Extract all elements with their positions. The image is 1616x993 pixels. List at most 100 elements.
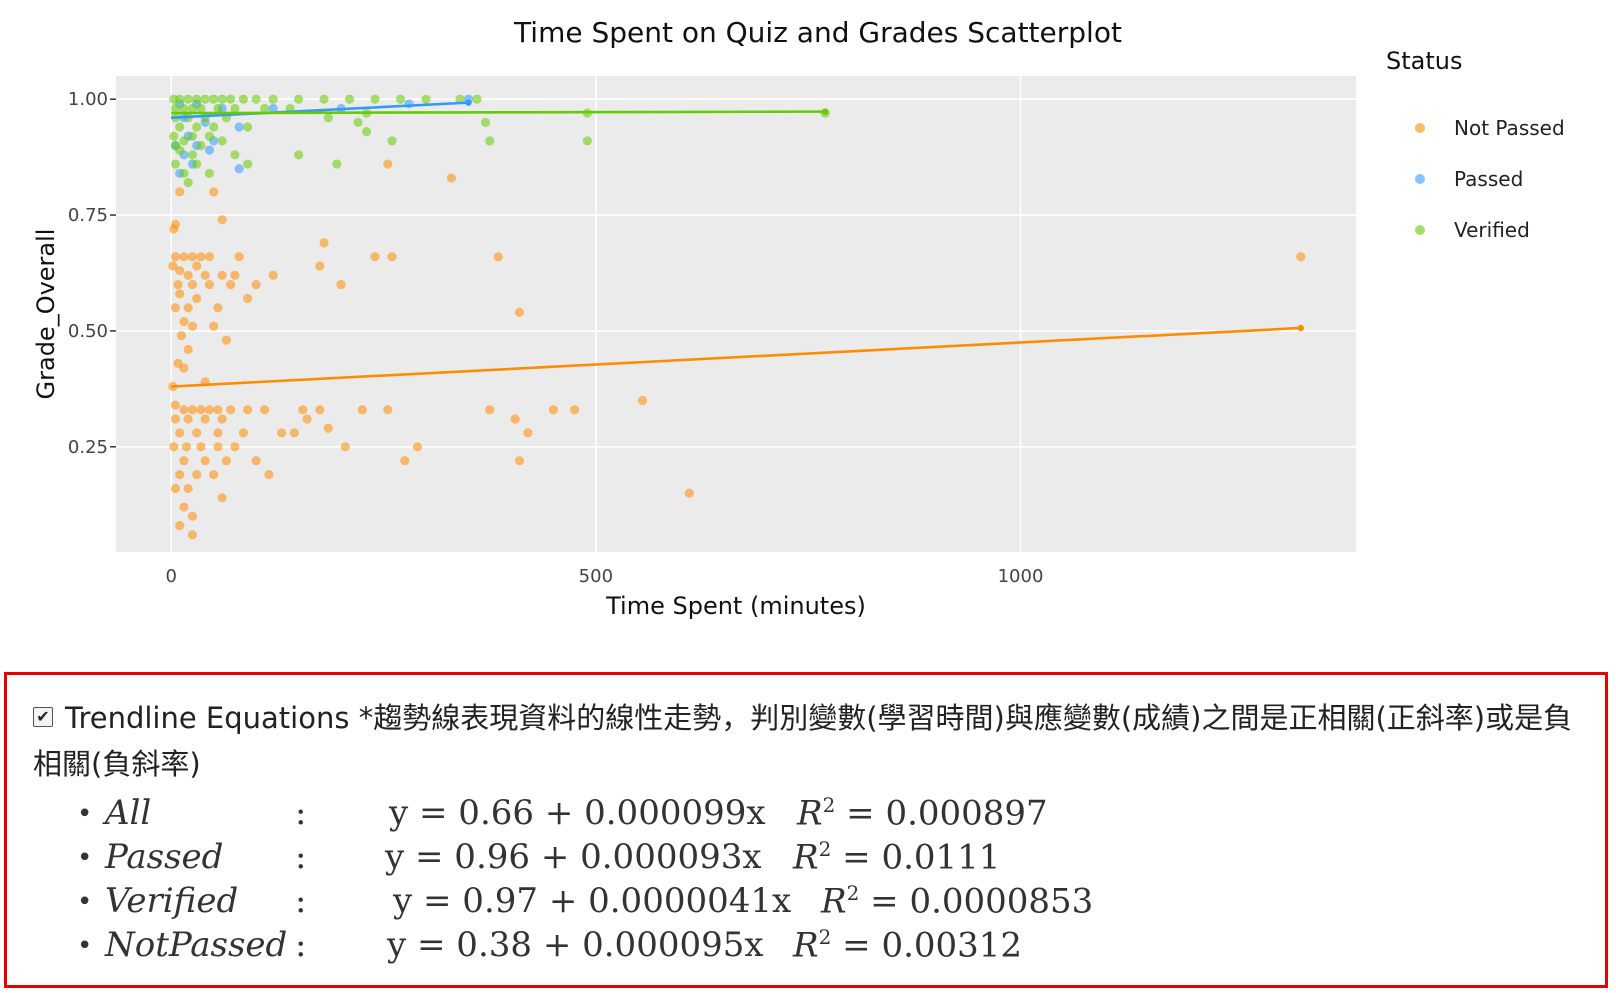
- y-axis: 0.25 0.50 0.75 1.00: [68, 89, 116, 458]
- data-point: [260, 103, 270, 114]
- data-point: [260, 405, 270, 415]
- data-point: [183, 270, 193, 280]
- trendline-end: [465, 99, 472, 106]
- trendline-end: [821, 108, 829, 115]
- data-point: [204, 405, 215, 415]
- data-point: [421, 94, 431, 104]
- equation-text: y = 0.66 + 0.000099x: [389, 793, 766, 833]
- data-point: [480, 117, 491, 127]
- data-point: [332, 159, 342, 169]
- data-point: [170, 252, 181, 262]
- data-point: [187, 511, 198, 521]
- data-point: [183, 414, 193, 424]
- y-axis-label: Grade_Overall: [32, 229, 60, 400]
- data-point: [221, 456, 232, 466]
- data-point: [204, 145, 215, 155]
- data-point: [230, 270, 240, 280]
- data-point: [209, 187, 219, 197]
- data-point: [582, 136, 592, 146]
- data-point: [234, 164, 244, 174]
- data-point: [168, 261, 178, 271]
- data-point: [183, 178, 193, 188]
- data-point: [187, 252, 198, 262]
- heading-note: *趨勢線表現資料的線性走勢，判別變數(學習時間)與應變數(成績)之間是正相關(正…: [33, 701, 1573, 781]
- data-point: [353, 117, 363, 127]
- data-point: [400, 456, 410, 466]
- x-axis-label: Time Spent (minutes): [605, 592, 866, 620]
- trendline-panel: ✔ Trendline Equations *趨勢線表現資料的線性走勢，判別變數(…: [4, 672, 1608, 988]
- data-point: [169, 131, 179, 141]
- y-tick-label: 0.75: [68, 205, 108, 226]
- data-point: [175, 187, 185, 197]
- data-point: [637, 395, 648, 406]
- equation-text: y = 0.97 + 0.0000041x: [393, 881, 792, 921]
- x-axis: 0 500 1000: [165, 566, 1043, 587]
- data-point: [200, 113, 210, 123]
- data-point: [548, 405, 558, 415]
- data-point: [226, 405, 236, 415]
- data-point: [234, 122, 244, 132]
- data-point: [472, 94, 482, 104]
- data-point: [217, 414, 227, 424]
- x-tick-label: 0: [165, 566, 176, 587]
- data-point: [323, 113, 333, 123]
- r2-text: R2 = 0.0000853: [821, 881, 1094, 922]
- data-point: [183, 303, 193, 313]
- data-point: [176, 330, 186, 341]
- data-point: [684, 488, 694, 498]
- data-point: [277, 428, 287, 438]
- data-point: [370, 94, 380, 104]
- scatter-points: [168, 94, 1306, 540]
- data-point: [221, 335, 232, 345]
- data-point: [192, 428, 202, 438]
- data-point: [323, 423, 333, 433]
- equation-item: • All: y = 0.66 + 0.000099x R2 = 0.000897: [77, 793, 1048, 834]
- data-point: [268, 103, 278, 114]
- equation-item: • Passed: y = 0.96 + 0.000093x R2 = 0.0111: [77, 837, 1001, 878]
- data-point: [196, 103, 206, 114]
- data-point: [196, 252, 206, 262]
- data-point: [175, 289, 185, 299]
- data-point: [204, 168, 215, 178]
- data-point: [209, 321, 219, 331]
- data-point: [209, 469, 219, 480]
- data-point: [213, 405, 223, 415]
- data-point: [196, 442, 206, 452]
- x-tick-label: 500: [579, 566, 613, 587]
- scatter-chart: Time Spent on Quiz and Grades Scatterplo…: [32, 16, 1565, 620]
- y-tick-label: 0.25: [68, 437, 108, 458]
- data-point: [243, 293, 253, 304]
- trendline-checkbox[interactable]: ✔: [33, 707, 53, 727]
- data-point: [213, 428, 223, 438]
- data-point: [204, 279, 215, 290]
- data-point: [179, 363, 189, 373]
- data-point: [387, 252, 397, 262]
- data-point: [238, 94, 248, 104]
- data-point: [485, 136, 495, 146]
- panel-heading: ✔ Trendline Equations *趨勢線表現資料的線性走勢，判別變數(…: [33, 695, 1593, 787]
- data-point: [187, 279, 198, 290]
- data-point: [170, 400, 181, 410]
- data-point: [187, 150, 198, 160]
- data-point: [570, 405, 580, 415]
- data-point: [192, 122, 202, 132]
- data-point: [173, 279, 183, 290]
- legend-marker: [1415, 123, 1425, 133]
- data-point: [243, 405, 253, 415]
- data-point: [514, 456, 525, 466]
- data-point: [204, 131, 215, 141]
- data-point: [200, 414, 210, 424]
- data-point: [336, 279, 346, 290]
- data-point: [357, 405, 367, 415]
- data-point: [183, 344, 193, 355]
- data-point: [251, 279, 261, 290]
- data-point: [319, 238, 329, 248]
- data-point: [175, 94, 185, 104]
- data-point: [200, 94, 210, 104]
- data-point: [187, 103, 198, 114]
- data-point: [192, 159, 202, 169]
- data-point: [187, 131, 198, 141]
- data-point: [294, 150, 304, 160]
- data-point: [226, 94, 236, 104]
- data-point: [514, 307, 525, 317]
